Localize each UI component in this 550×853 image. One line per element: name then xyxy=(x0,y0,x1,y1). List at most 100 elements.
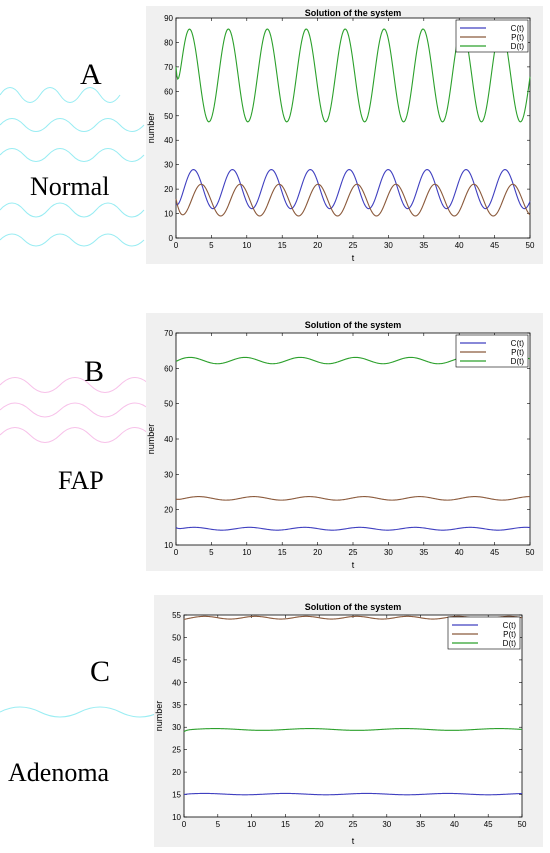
y-tick-label: 50 xyxy=(164,400,173,409)
y-tick-label: 70 xyxy=(164,329,173,338)
y-tick-label: 50 xyxy=(164,112,173,121)
y-tick-label: 40 xyxy=(164,136,173,145)
y-tick-label: 20 xyxy=(164,506,173,515)
legend-label: C(t) xyxy=(503,621,517,630)
panel-b-letter: B xyxy=(84,355,105,388)
series-line-dt xyxy=(175,28,531,123)
x-tick-label: 0 xyxy=(182,820,187,829)
legend-label: P(t) xyxy=(511,33,524,42)
y-tick-label: 30 xyxy=(164,161,173,170)
y-tick-label: 40 xyxy=(172,678,181,687)
y-tick-label: 20 xyxy=(172,768,181,777)
y-axis-label: number xyxy=(146,113,156,144)
x-tick-label: 10 xyxy=(242,241,251,250)
chart-title: Solution of the system xyxy=(305,602,402,612)
legend-box xyxy=(455,19,529,53)
x-tick-label: 0 xyxy=(174,241,179,250)
x-tick-label: 15 xyxy=(278,548,287,557)
x-tick-label: 25 xyxy=(349,241,358,250)
chart-b: Solution of the system t number 0 5 10 15 20… xyxy=(146,320,535,570)
y-tick-label: 40 xyxy=(164,435,173,444)
series-line-dt xyxy=(183,728,523,733)
x-axis-label: t xyxy=(352,253,355,263)
x-tick-label: 45 xyxy=(490,241,499,250)
y-tick-label: 10 xyxy=(164,541,173,550)
legend-label: P(t) xyxy=(511,348,524,357)
chart-title: Solution of the system xyxy=(305,8,402,18)
y-tick-label: 70 xyxy=(164,63,173,72)
chart-title: Solution of the system xyxy=(305,320,402,330)
x-tick-label: 50 xyxy=(526,241,535,250)
legend-label: D(t) xyxy=(503,639,517,648)
x-tick-label: 25 xyxy=(349,820,358,829)
y-tick-label: 45 xyxy=(172,656,181,665)
x-tick-label: 10 xyxy=(247,820,256,829)
panel-c-letter: C xyxy=(90,655,111,688)
legend-box xyxy=(447,616,521,650)
panel-a-letter: A xyxy=(80,58,102,91)
x-tick-label: 20 xyxy=(315,820,324,829)
y-tick-label: 25 xyxy=(172,746,181,755)
x-tick-label: 30 xyxy=(382,820,391,829)
x-axis-label: t xyxy=(352,560,355,570)
x-tick-label: 30 xyxy=(384,241,393,250)
x-tick-label: 25 xyxy=(349,548,358,557)
y-tick-label: 30 xyxy=(164,470,173,479)
y-tick-label: 90 xyxy=(164,14,173,23)
y-tick-label: 60 xyxy=(164,364,173,373)
panel-a-label: Normal xyxy=(30,172,110,201)
series-line-ct xyxy=(175,169,531,210)
x-tick-label: 5 xyxy=(209,241,214,250)
y-tick-label: 55 xyxy=(172,611,181,620)
chart-a: Solution of the system t number 0 5 10 15 20… xyxy=(146,8,535,263)
x-tick-label: 45 xyxy=(484,820,493,829)
plot-area xyxy=(175,332,531,546)
legend-label: P(t) xyxy=(503,630,516,639)
x-tick-label: 45 xyxy=(490,548,499,557)
series-line-ct xyxy=(183,792,523,796)
x-tick-label: 30 xyxy=(384,548,393,557)
legend-label: C(t) xyxy=(511,339,525,348)
x-tick-label: 0 xyxy=(174,548,179,557)
x-tick-label: 35 xyxy=(419,548,428,557)
x-tick-label: 20 xyxy=(313,241,322,250)
x-tick-label: 20 xyxy=(313,548,322,557)
legend-label: C(t) xyxy=(511,24,525,33)
x-tick-label: 10 xyxy=(242,548,251,557)
x-tick-label: 35 xyxy=(419,241,428,250)
y-tick-label: 20 xyxy=(164,185,173,194)
chart-c: Solution of the system t number 0 5 10 15 20… xyxy=(154,602,527,846)
series-line-pt xyxy=(175,496,531,501)
panel-c-label: Adenoma xyxy=(8,758,110,787)
y-tick-label: 50 xyxy=(172,633,181,642)
x-tick-label: 15 xyxy=(281,820,290,829)
x-tick-label: 5 xyxy=(209,548,214,557)
x-tick-label: 50 xyxy=(518,820,527,829)
y-tick-label: 35 xyxy=(172,701,181,710)
x-tick-label: 40 xyxy=(455,548,464,557)
figure-b: Solution of the system t number 0 5 10 15 20… xyxy=(146,313,543,571)
y-tick-label: 80 xyxy=(164,38,173,47)
legend-box xyxy=(455,334,529,368)
legend-label: D(t) xyxy=(511,357,525,366)
figure-a: Solution of the system t number 0 5 10 15 20… xyxy=(146,6,543,264)
y-axis-label: number xyxy=(154,701,164,732)
x-tick-label: 40 xyxy=(450,820,459,829)
y-tick-label: 30 xyxy=(172,723,181,732)
legend-label: D(t) xyxy=(511,42,525,51)
y-tick-label: 0 xyxy=(169,234,174,243)
x-tick-label: 15 xyxy=(278,241,287,250)
x-tick-label: 40 xyxy=(455,241,464,250)
x-axis-label: t xyxy=(352,836,355,846)
series-line-pt xyxy=(175,183,531,217)
y-axis-label: number xyxy=(146,424,156,455)
panel-b-label: FAP xyxy=(58,466,104,495)
y-tick-label: 60 xyxy=(164,87,173,96)
x-tick-label: 50 xyxy=(526,548,535,557)
y-tick-label: 10 xyxy=(172,813,181,822)
y-tick-label: 10 xyxy=(164,210,173,219)
x-tick-label: 35 xyxy=(416,820,425,829)
y-tick-label: 15 xyxy=(172,791,181,800)
x-tick-label: 5 xyxy=(216,820,221,829)
figure-c: Solution of the system t number 0 5 10 15 20… xyxy=(154,595,543,847)
